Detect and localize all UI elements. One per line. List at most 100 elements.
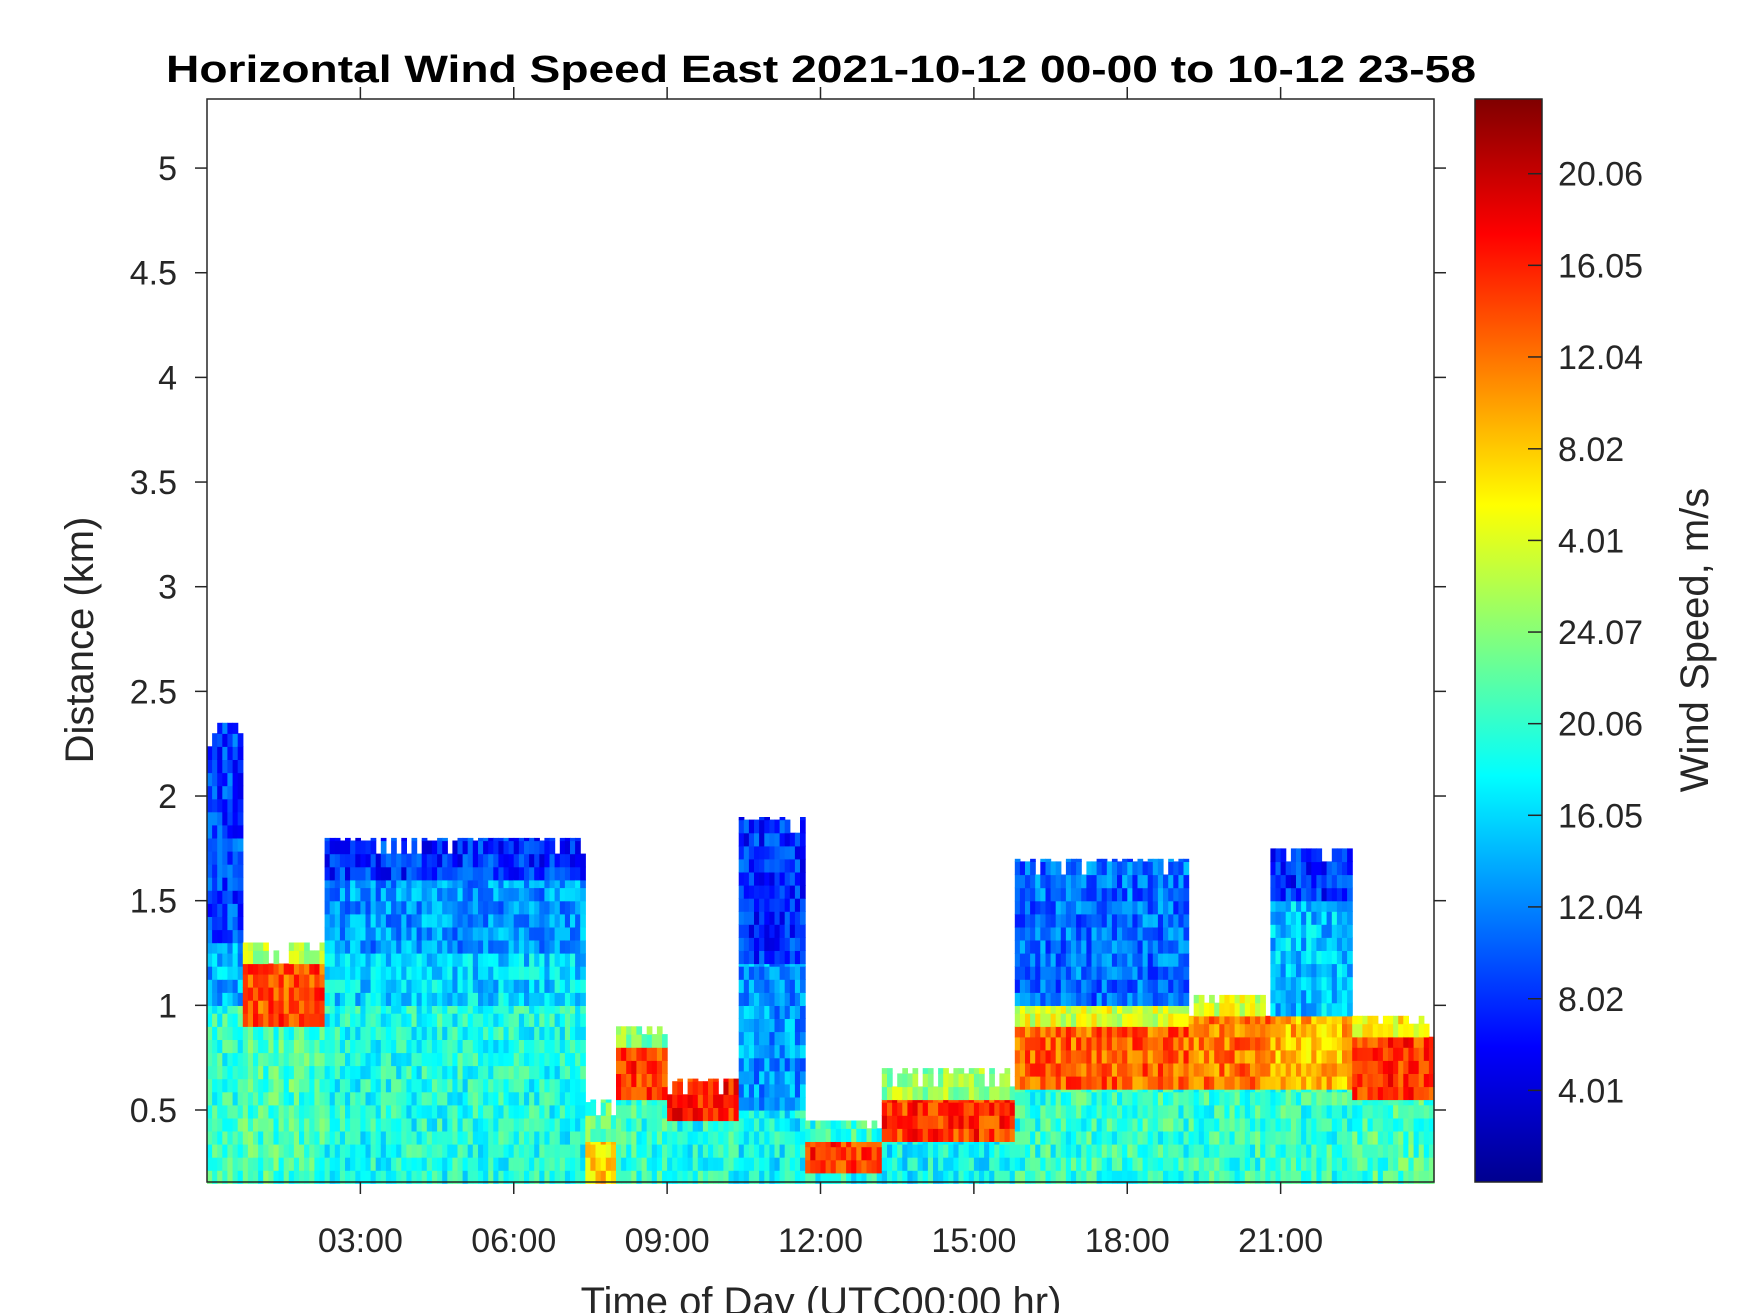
heat-cell: [743, 1018, 750, 1033]
heat-cell: [585, 1141, 591, 1145]
heat-cell: [1168, 1089, 1174, 1093]
heat-cell: [268, 1039, 275, 1054]
heat-cell: [1096, 1062, 1103, 1077]
heat-cell: [933, 1170, 939, 1184]
heat-cell: [835, 1141, 842, 1148]
heat-cell: [656, 1073, 663, 1088]
heat-cell: [1270, 1091, 1277, 1106]
heat-cell: [411, 939, 418, 954]
heat-cell: [1111, 953, 1118, 967]
heat-cell: [391, 913, 397, 928]
heat-cell: [1004, 1086, 1011, 1101]
heat-cell: [1071, 1091, 1077, 1106]
heat-cell: [360, 866, 367, 881]
heat-cell: [247, 1013, 254, 1027]
heat-cell: [483, 840, 489, 855]
heat-cell: [447, 953, 453, 967]
heat-cell: [610, 1128, 617, 1142]
heat-cell: [1147, 1026, 1154, 1038]
heat-cell: [979, 1115, 985, 1129]
heat-cell: [375, 1170, 382, 1184]
heat-cell: [462, 992, 469, 1006]
heat-cell: [396, 866, 402, 881]
heat-cell: [483, 879, 489, 889]
heat-cell: [1030, 900, 1036, 915]
heat-cell: [897, 1128, 903, 1142]
heat-cell: [897, 1141, 903, 1145]
heat-cell: [467, 866, 474, 881]
heat-cell: [759, 1096, 765, 1111]
heat-cell: [1418, 1170, 1425, 1184]
heat-cell: [442, 1157, 448, 1171]
heat-cell: [1255, 1076, 1261, 1090]
heat-cell: [1331, 911, 1338, 925]
heat-cell: [1224, 1157, 1231, 1171]
heat-cell: [1301, 1062, 1307, 1077]
heat-cell: [564, 913, 571, 928]
heat-cell: [391, 1013, 397, 1027]
heat-cell: [948, 1115, 954, 1129]
heat-cell: [1229, 1144, 1236, 1158]
heat-cell: [447, 1170, 453, 1184]
heat-cell: [1316, 963, 1323, 978]
heat-cell: [324, 953, 331, 967]
heat-cell: [554, 1130, 561, 1145]
heat-cell: [1127, 926, 1133, 941]
heat-cell: [319, 942, 326, 951]
heat-cell: [339, 1026, 346, 1040]
heat-cell: [253, 1013, 259, 1027]
heat-cell: [779, 817, 786, 821]
heat-cell: [1296, 1036, 1302, 1051]
heat-cell: [1157, 1157, 1164, 1171]
heat-cell: [1173, 939, 1179, 954]
heat-cell: [897, 1073, 903, 1088]
heat-cell: [391, 979, 397, 993]
heat-cell: [754, 1057, 760, 1072]
heat-cell: [304, 950, 310, 965]
heat-cell: [989, 1068, 995, 1074]
heat-cell: [697, 1170, 704, 1184]
heat-cell: [1014, 861, 1021, 876]
heat-cell: [529, 979, 535, 993]
colorbar-tick-label: 8.02: [1558, 431, 1624, 469]
heat-cell: [232, 759, 239, 774]
heat-cell: [472, 1117, 479, 1132]
heat-cell: [1152, 1104, 1159, 1119]
heat-cell: [237, 1065, 244, 1080]
heat-cell: [462, 866, 469, 881]
heat-cell: [237, 785, 244, 800]
heat-cell: [1219, 1076, 1225, 1090]
heat-cell: [375, 979, 382, 993]
heat-cell: [334, 926, 341, 941]
heat-cell: [748, 950, 755, 965]
colorbar-tick-label: 4.01: [1558, 522, 1624, 560]
heat-cell: [293, 1065, 300, 1080]
heat-cell: [283, 1130, 290, 1145]
heat-cell: [247, 987, 254, 1001]
heat-cell: [253, 963, 259, 975]
heat-cell: [212, 953, 218, 967]
heat-cell: [518, 1104, 525, 1119]
heat-cell: [1132, 1091, 1139, 1106]
heat-cell: [1326, 1170, 1333, 1184]
heat-cell: [840, 1172, 847, 1184]
heat-cell: [375, 1026, 382, 1040]
heat-cell: [754, 1044, 760, 1059]
heat-cell: [1403, 1130, 1409, 1145]
heat-cell: [1111, 1157, 1118, 1171]
heat-cell: [1030, 939, 1036, 954]
heat-cell: [1168, 966, 1174, 980]
heat-cell: [800, 885, 806, 899]
heat-cell: [774, 1044, 781, 1059]
heat-cell: [544, 879, 551, 889]
heat-cell: [207, 929, 213, 944]
heat-cell: [1137, 858, 1144, 862]
heat-cell: [1290, 1170, 1297, 1184]
heat-cell: [273, 950, 280, 965]
heat-cell: [656, 1034, 663, 1048]
heat-cell: [1255, 1049, 1261, 1064]
heat-cell: [1342, 911, 1348, 925]
y-tick-label: 2: [158, 778, 177, 816]
heat-cell: [1423, 1130, 1430, 1145]
heat-cell: [1398, 1073, 1404, 1088]
